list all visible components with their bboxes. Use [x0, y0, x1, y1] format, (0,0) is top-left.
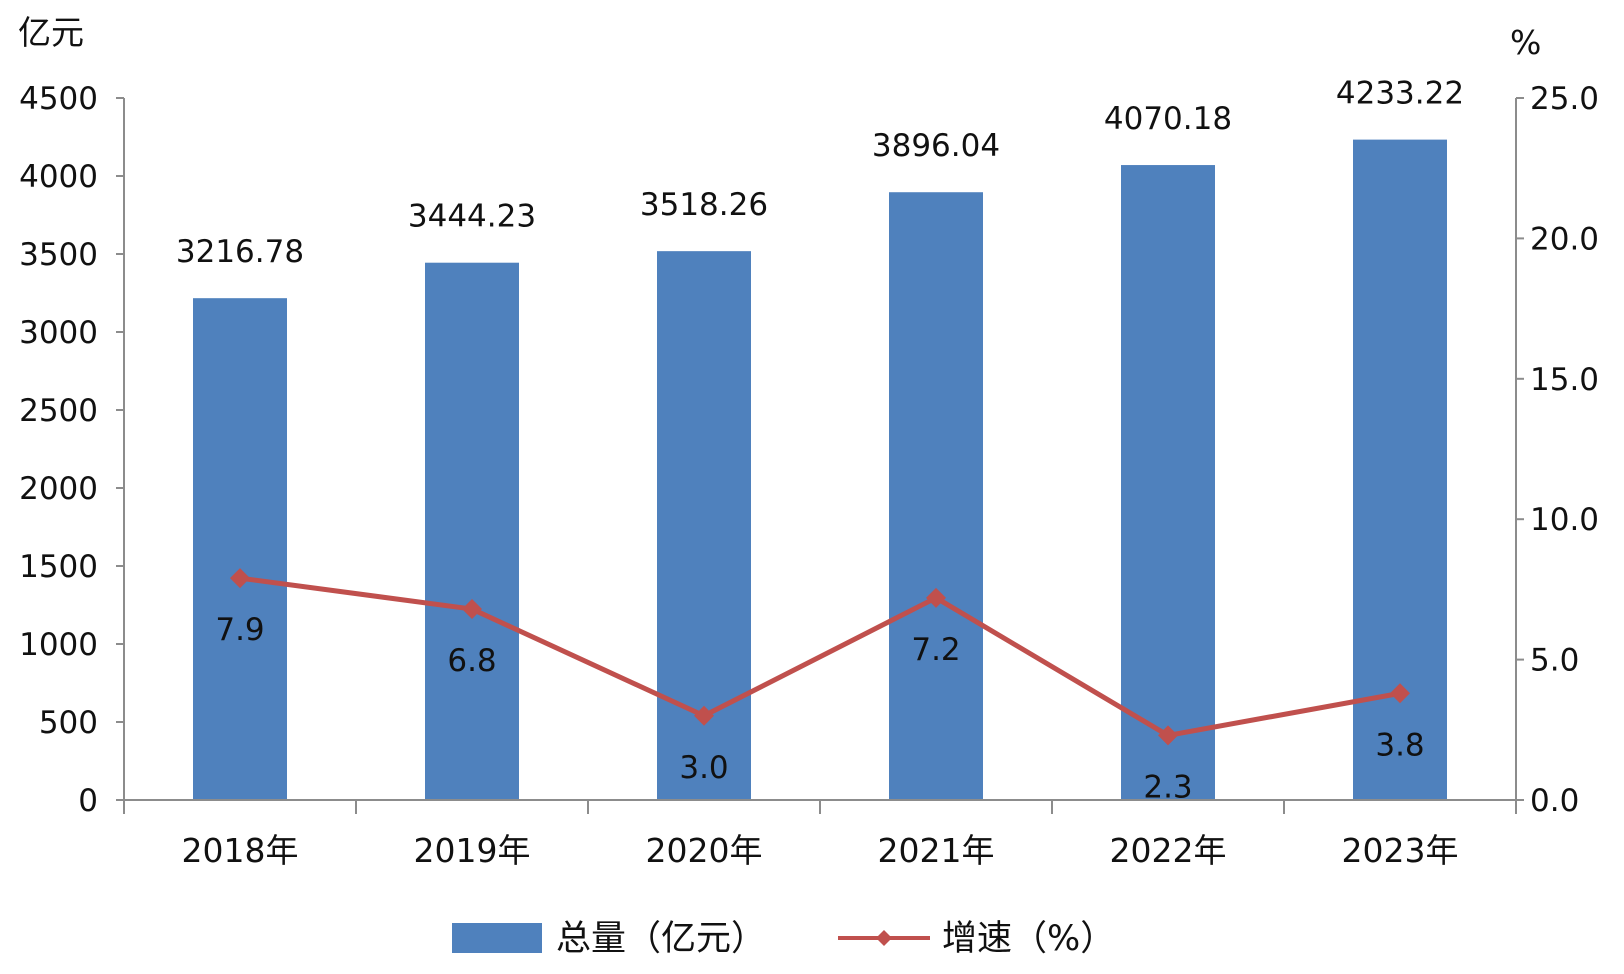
right-tick-label: 10.0	[1530, 502, 1599, 538]
x-tick-label: 2020年	[646, 831, 763, 870]
legend-line-marker	[876, 930, 892, 946]
right-tick-label: 25.0	[1530, 81, 1599, 117]
left-tick-label: 0	[78, 783, 98, 819]
left-tick-label: 1500	[19, 549, 98, 585]
growth-value-label: 7.2	[911, 632, 960, 668]
bar-2022年	[1121, 165, 1215, 800]
right-tick-label: 0.0	[1530, 783, 1579, 819]
bar-2018年	[193, 298, 287, 800]
data-labels: 3216.78 3444.23 3518.26 3896.04 4070.18 4233.…	[176, 76, 1464, 806]
left-tick-label: 1000	[19, 627, 98, 663]
growth-value-label: 2.3	[1143, 769, 1192, 805]
bar-value-label: 4070.18	[1104, 101, 1232, 137]
left-tick-label: 4500	[19, 81, 98, 117]
right-tick-label: 5.0	[1530, 643, 1579, 679]
left-tick-label: 3500	[19, 237, 98, 273]
left-tick-label: 3000	[19, 315, 98, 351]
bar-value-label: 3216.78	[176, 234, 304, 270]
right-tick-label: 20.0	[1530, 221, 1599, 257]
left-tick-label: 500	[39, 705, 98, 741]
left-tick-label: 2000	[19, 471, 98, 507]
bar-2019年	[425, 262, 519, 800]
x-tick-label: 2018年	[182, 831, 299, 870]
growth-value-label: 3.8	[1375, 727, 1424, 763]
growth-marker	[926, 587, 946, 608]
growth-line-series	[230, 568, 1410, 746]
growth-marker	[1158, 725, 1178, 746]
right-axis-unit: %	[1510, 23, 1541, 62]
growth-value-label: 3.0	[679, 750, 728, 786]
bar-value-label: 3896.04	[872, 128, 1000, 164]
bar-value-label: 3444.23	[408, 199, 536, 235]
growth-marker	[694, 705, 714, 726]
left-tick-label: 2500	[19, 393, 98, 429]
growth-marker	[462, 599, 482, 620]
axes: 0 500 1000 1500 2000 2500 3000 3500 4000 4500 0.0 5…	[19, 81, 1599, 870]
legend-line-label: 增速（%）	[942, 919, 1115, 959]
legend-bar-swatch	[452, 923, 542, 953]
growth-line	[239, 575, 1401, 738]
right-tick-label: 15.0	[1530, 362, 1599, 398]
legend-bar-label: 总量（亿元）	[556, 919, 766, 959]
growth-value-label: 7.9	[215, 612, 264, 648]
x-tick-label: 2023年	[1342, 831, 1459, 870]
growth-value-label: 6.8	[447, 643, 496, 679]
x-tick-label: 2022年	[1110, 831, 1227, 870]
x-tick-label: 2019年	[414, 831, 531, 870]
left-axis-unit: 亿元	[18, 13, 84, 52]
bar-2021年	[889, 192, 983, 800]
growth-marker	[1390, 683, 1410, 704]
bar-value-label: 3518.26	[640, 187, 768, 223]
bar-value-label: 4233.22	[1336, 76, 1464, 112]
left-tick-label: 4000	[19, 159, 98, 195]
legend: 总量（亿元） 增速（%）	[452, 919, 1115, 959]
growth-marker	[230, 568, 250, 589]
bar-series	[193, 139, 1447, 801]
x-tick-label: 2021年	[878, 831, 995, 870]
